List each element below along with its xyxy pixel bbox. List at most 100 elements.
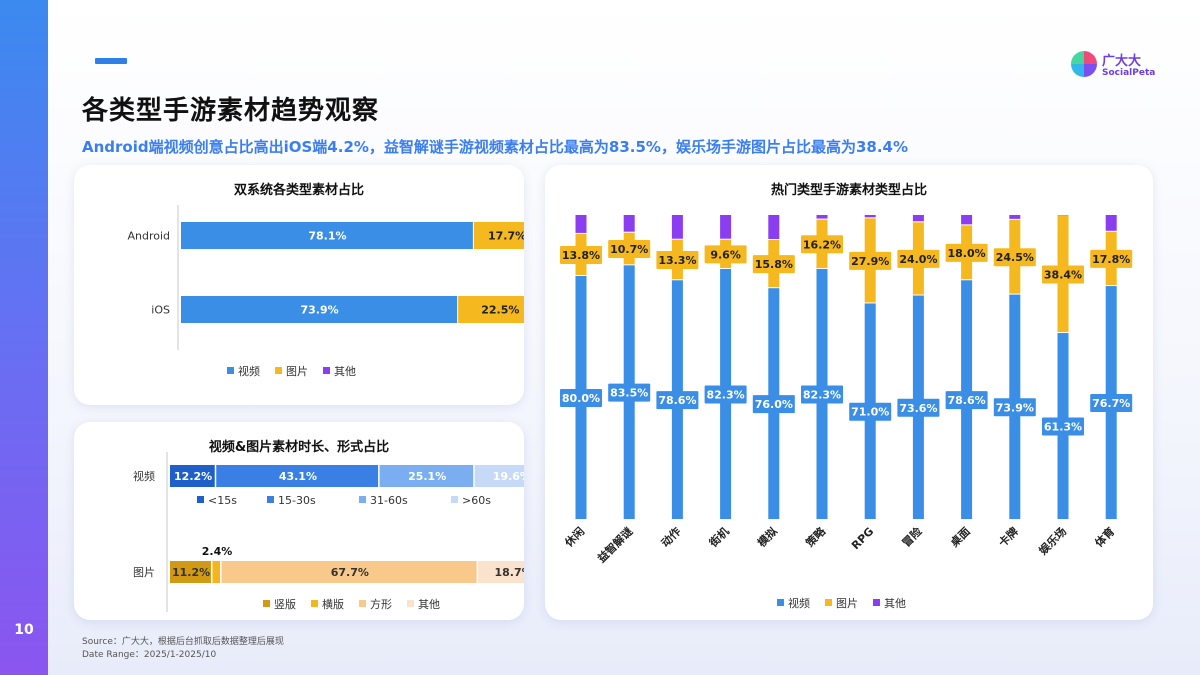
chart1-legend-swatch [323,367,330,374]
chart3-label-box [608,240,651,259]
chart-duration-format: 视频 12.2% 43.1% 25.1% 19.6% <15s 15-30s 31-60s >6… [133,452,524,612]
chart1-legend-label: 图片 [286,365,308,378]
chart3-category-label: 体育 [1092,524,1117,549]
chart3-label-box [897,398,940,417]
chart3-data-label: 38.4% [1044,268,1082,281]
card-genre-share: 热门类型手游素材类型占比 80.0% 13.8% 休闲 83.5% 10.7% 益智解谜 7… [545,165,1153,620]
page-subtitle: Android端视频创意占比高出iOS端4.2%，益智解谜手游视频素材占比最高为… [82,138,908,156]
chart2-legend-label: 31-60s [370,494,408,507]
chart3-data-label: 9.6% [710,248,741,261]
chart3-label-box [656,250,699,269]
chart2-category-label: 视频 [133,469,155,483]
chart2-data-label: 2.4% [202,545,233,558]
chart3-category-label: 冒险 [899,524,925,550]
chart3-label-box [752,395,795,414]
card-duration-format: 视频&图片素材时长、形式占比 视频 12.2% 43.1% 25.1% 19.6% <15… [74,422,524,620]
chart3-data-label: 82.3% [803,388,841,401]
logo-text-en: SocialPeta [1102,68,1156,78]
chart3-category-label: 益智解谜 [594,524,636,566]
chart1-legend-label: 其他 [334,365,356,378]
chart2-data-label: 19.6% [493,470,524,483]
chart3-label-box [993,398,1036,417]
chart2-data-label: 43.1% [279,470,317,483]
chart3-label-box [993,248,1036,267]
chart3-legend-swatch [873,599,880,606]
chart3-category-label: 策略 [802,524,829,551]
chart3-label-box [704,385,747,404]
chart3-label-box [849,402,892,421]
chart2-legend-swatch [197,496,204,503]
chart3-bar-其他 [671,215,683,239]
chart-os-share: Android 78.1% 17.7% iOS 73.9% 22.5% 视频 图片 其他 [127,205,524,378]
chart3-category-label: 娱乐场 [1036,524,1069,557]
chart2-legend-swatch [359,496,366,503]
chart3-label-box [801,235,843,254]
chart-title-genre: 热门类型手游素材类型占比 [770,183,927,198]
source-note: Source：广大大，根据后台抓取后数据整理后展现 Date Range：202… [82,636,284,662]
chart3-data-label: 13.3% [658,254,696,267]
chart3-data-label: 76.7% [1092,397,1130,410]
chart1-category-label: iOS [151,304,170,317]
chart3-data-label: 16.2% [803,238,841,251]
chart3-data-label: 61.3% [1044,421,1082,434]
chart3-legend-label: 其他 [884,597,906,610]
chart3-category-label: 桌面 [947,524,973,550]
chart2-legend-swatch [263,600,270,607]
chart3-data-label: 13.8% [562,249,600,262]
chart1-data-label: 73.9% [300,304,338,317]
chart3-label-box [801,385,843,404]
chart3-category-label: RPG [849,525,876,552]
chart3-data-label: 15.8% [755,258,793,271]
chart3-bar-其他 [864,215,876,218]
chart3-bar-其他 [720,215,732,239]
chart1-bar-图片 [473,222,524,249]
chart2-legend-label: <15s [208,494,237,507]
chart3-label-box [1042,265,1084,284]
chart3-label-box [560,245,602,264]
chart2-legend-swatch [359,600,366,607]
chart3-data-label: 78.6% [948,394,986,407]
chart2-bar-segment [379,465,474,487]
chart3-legend-label: 图片 [836,597,858,610]
chart3-label-box [560,389,602,407]
chart3-data-label: 73.9% [996,401,1034,414]
date-range-line: Date Range：2025/1-2025/10 [82,650,217,660]
chart3-label-box [849,251,892,270]
chart2-data-label: 12.2% [174,470,212,483]
chart3-bar-其他 [623,215,635,232]
chart-title-duration: 视频&图片素材时长、形式占比 [208,440,390,455]
chart3-legend-swatch [825,599,832,606]
chart3-data-label: 80.0% [562,392,600,405]
chart3-data-label: 76.0% [755,398,793,411]
chart-genre-share: 80.0% 13.8% 休闲 83.5% 10.7% 益智解谜 78.6% 13.3% 动作 82… [560,215,1133,610]
chart2-legend-label: >60s [462,494,491,507]
chart3-data-label: 73.6% [899,402,937,415]
chart3-label-box [656,391,699,410]
title-accent-bar [95,58,127,64]
chart3-bar-其他 [816,215,828,219]
chart1-data-label: 17.7% [488,230,524,243]
chart1-legend-label: 视频 [238,364,260,378]
chart2-data-label: 25.1% [408,470,446,483]
page-title: 各类型手游素材趋势观察 [82,96,380,126]
chart3-category-label: 模拟 [754,524,779,549]
chart3-label-box [945,243,988,262]
chart2-bar-segment [170,465,215,487]
chart3-legend-swatch [777,599,784,606]
chart2-legend-swatch [267,496,274,503]
slide: 各类型手游素材趋势观察 Android端视频创意占比高出iOS端4.2%，益智解… [48,0,1200,675]
chart2-bar-segment [216,465,379,487]
chart2-legend-label: 方形 [370,597,392,611]
chart1-data-label: 22.5% [481,304,519,317]
chart1-legend-swatch [227,367,234,374]
chart3-bar-其他 [575,215,587,233]
chart2-legend-label: 15-30s [278,494,316,507]
chart3-label-box [608,383,651,402]
chart2-bar-segment [474,465,524,487]
chart1-bar-视频 [181,296,458,323]
chart2-bar-segment [170,561,211,583]
chart2-data-label: 11.2% [172,566,210,579]
chart3-data-label: 83.5% [610,387,648,400]
chart3-label-box [752,255,795,274]
card-os-share: 双系统各类型素材占比 Android 78.1% 17.7% iOS 73.9% 22.5… [74,165,524,405]
